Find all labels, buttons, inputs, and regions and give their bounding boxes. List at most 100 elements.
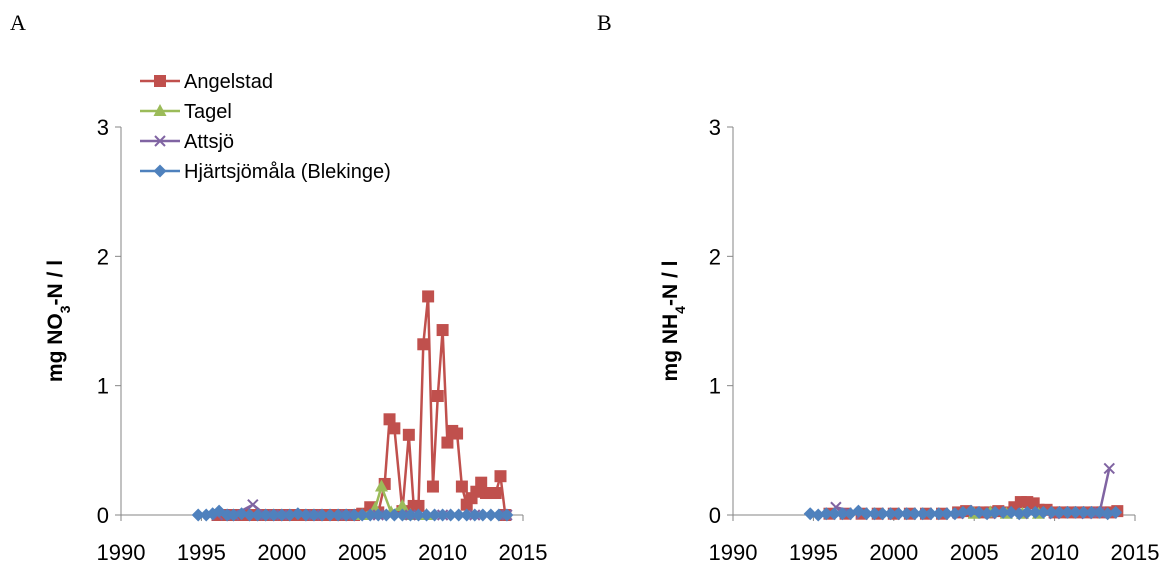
data-point xyxy=(835,507,849,521)
data-point xyxy=(884,507,898,521)
legend-label: Tagel xyxy=(184,101,232,123)
data-point xyxy=(980,507,994,521)
data-point xyxy=(494,470,507,483)
data-point xyxy=(1052,505,1066,519)
x-tick-label: 2005 xyxy=(338,540,387,565)
data-point xyxy=(267,508,281,522)
panel-label-a: A xyxy=(10,10,26,35)
data-point xyxy=(475,476,488,489)
data-point xyxy=(476,508,490,522)
data-point xyxy=(1004,505,1018,519)
data-point xyxy=(395,498,409,511)
data-point xyxy=(924,507,938,521)
data-point xyxy=(307,508,321,522)
chart-panel-b: 0 1 2 3 1990 1995 2000 2005 2010 2015 mg NH4-N / l xyxy=(659,115,1159,565)
data-point xyxy=(436,508,450,522)
y-tick-label: 3 xyxy=(97,115,109,140)
x-tick-label: 2000 xyxy=(869,540,918,565)
data-point xyxy=(371,508,385,522)
data-point xyxy=(420,508,434,522)
legend-label: Attsjö xyxy=(184,131,234,153)
legend-marker xyxy=(153,104,167,116)
data-point xyxy=(451,427,464,440)
panel-label-b: B xyxy=(597,10,612,35)
data-point xyxy=(426,480,439,493)
data-point xyxy=(283,508,297,522)
data-point xyxy=(455,480,468,493)
y-axis-label: mg NH4-N / l xyxy=(659,261,688,382)
legend-marker xyxy=(154,135,166,147)
data-point xyxy=(452,508,466,522)
data-point xyxy=(379,508,393,522)
data-point xyxy=(291,507,305,521)
y-tick-label: 3 xyxy=(709,115,721,140)
data-point xyxy=(492,508,506,522)
data-point xyxy=(916,507,930,521)
data-point xyxy=(1069,505,1083,519)
data-point xyxy=(470,485,483,498)
x-tick-label: 2005 xyxy=(950,540,999,565)
data-point xyxy=(411,508,425,522)
data-point xyxy=(355,508,369,522)
data-point xyxy=(235,507,249,521)
x-tick-label: 1995 xyxy=(177,540,226,565)
data-point xyxy=(388,422,401,435)
data-point xyxy=(402,428,415,441)
data-point xyxy=(859,507,873,521)
data-point xyxy=(900,507,914,521)
legend-item-attsjo: Attsjö xyxy=(140,131,234,153)
data-point xyxy=(363,508,377,522)
data-point xyxy=(1060,505,1074,519)
data-point xyxy=(956,505,970,519)
data-point xyxy=(940,507,954,521)
data-point xyxy=(191,508,205,522)
x-tick-label: 2015 xyxy=(499,540,548,565)
data-point xyxy=(331,508,345,522)
data-point xyxy=(227,508,241,522)
x-tick-label: 2000 xyxy=(257,540,306,565)
chart-panel-a: 0 1 2 3 1990 1995 2000 2005 2010 2015 mg NO3-N / l xyxy=(44,115,547,565)
x-tick-label: 1995 xyxy=(789,540,838,565)
data-point xyxy=(972,505,986,519)
data-point xyxy=(1101,507,1115,521)
data-point xyxy=(347,508,361,522)
data-point xyxy=(500,508,514,522)
data-point xyxy=(412,499,425,512)
data-point xyxy=(422,290,435,303)
data-point xyxy=(988,505,1002,519)
data-point xyxy=(1109,505,1123,519)
data-point xyxy=(259,508,273,522)
data-point xyxy=(323,508,337,522)
y-tick-label: 2 xyxy=(709,244,721,269)
data-point xyxy=(441,436,454,449)
y-axis-label: mg NO3-N / l xyxy=(44,260,73,382)
data-point xyxy=(1021,496,1034,509)
data-point xyxy=(387,508,401,522)
data-point xyxy=(468,508,482,522)
x-tick-label: 1990 xyxy=(97,540,146,565)
legend-label: Hjärtsjömåla (Blekinge) xyxy=(184,161,391,183)
legend-label: Angelstad xyxy=(184,71,273,93)
data-point xyxy=(428,508,442,522)
data-point xyxy=(1077,505,1091,519)
y-tick-label: 1 xyxy=(709,374,721,399)
legend-item-angelstad: Angelstad xyxy=(140,71,273,93)
legend-marker xyxy=(154,75,166,87)
x-tick-label: 2015 xyxy=(1111,540,1160,565)
data-point xyxy=(876,507,890,521)
data-point xyxy=(243,508,257,522)
data-point xyxy=(819,507,833,521)
data-point xyxy=(1028,505,1042,519)
data-point xyxy=(247,498,259,511)
legend: Angelstad Tagel Attsjö Hjärtsjömåla (Blekin… xyxy=(140,71,391,183)
data-point xyxy=(908,507,922,521)
data-point xyxy=(275,508,289,522)
data-point xyxy=(484,508,498,522)
data-point xyxy=(395,508,409,522)
series-hjartsjomala-blekinge xyxy=(803,504,1123,522)
data-point xyxy=(1093,505,1107,519)
data-point xyxy=(892,507,906,521)
data-point xyxy=(827,507,841,521)
y-tick-label: 2 xyxy=(97,244,109,269)
